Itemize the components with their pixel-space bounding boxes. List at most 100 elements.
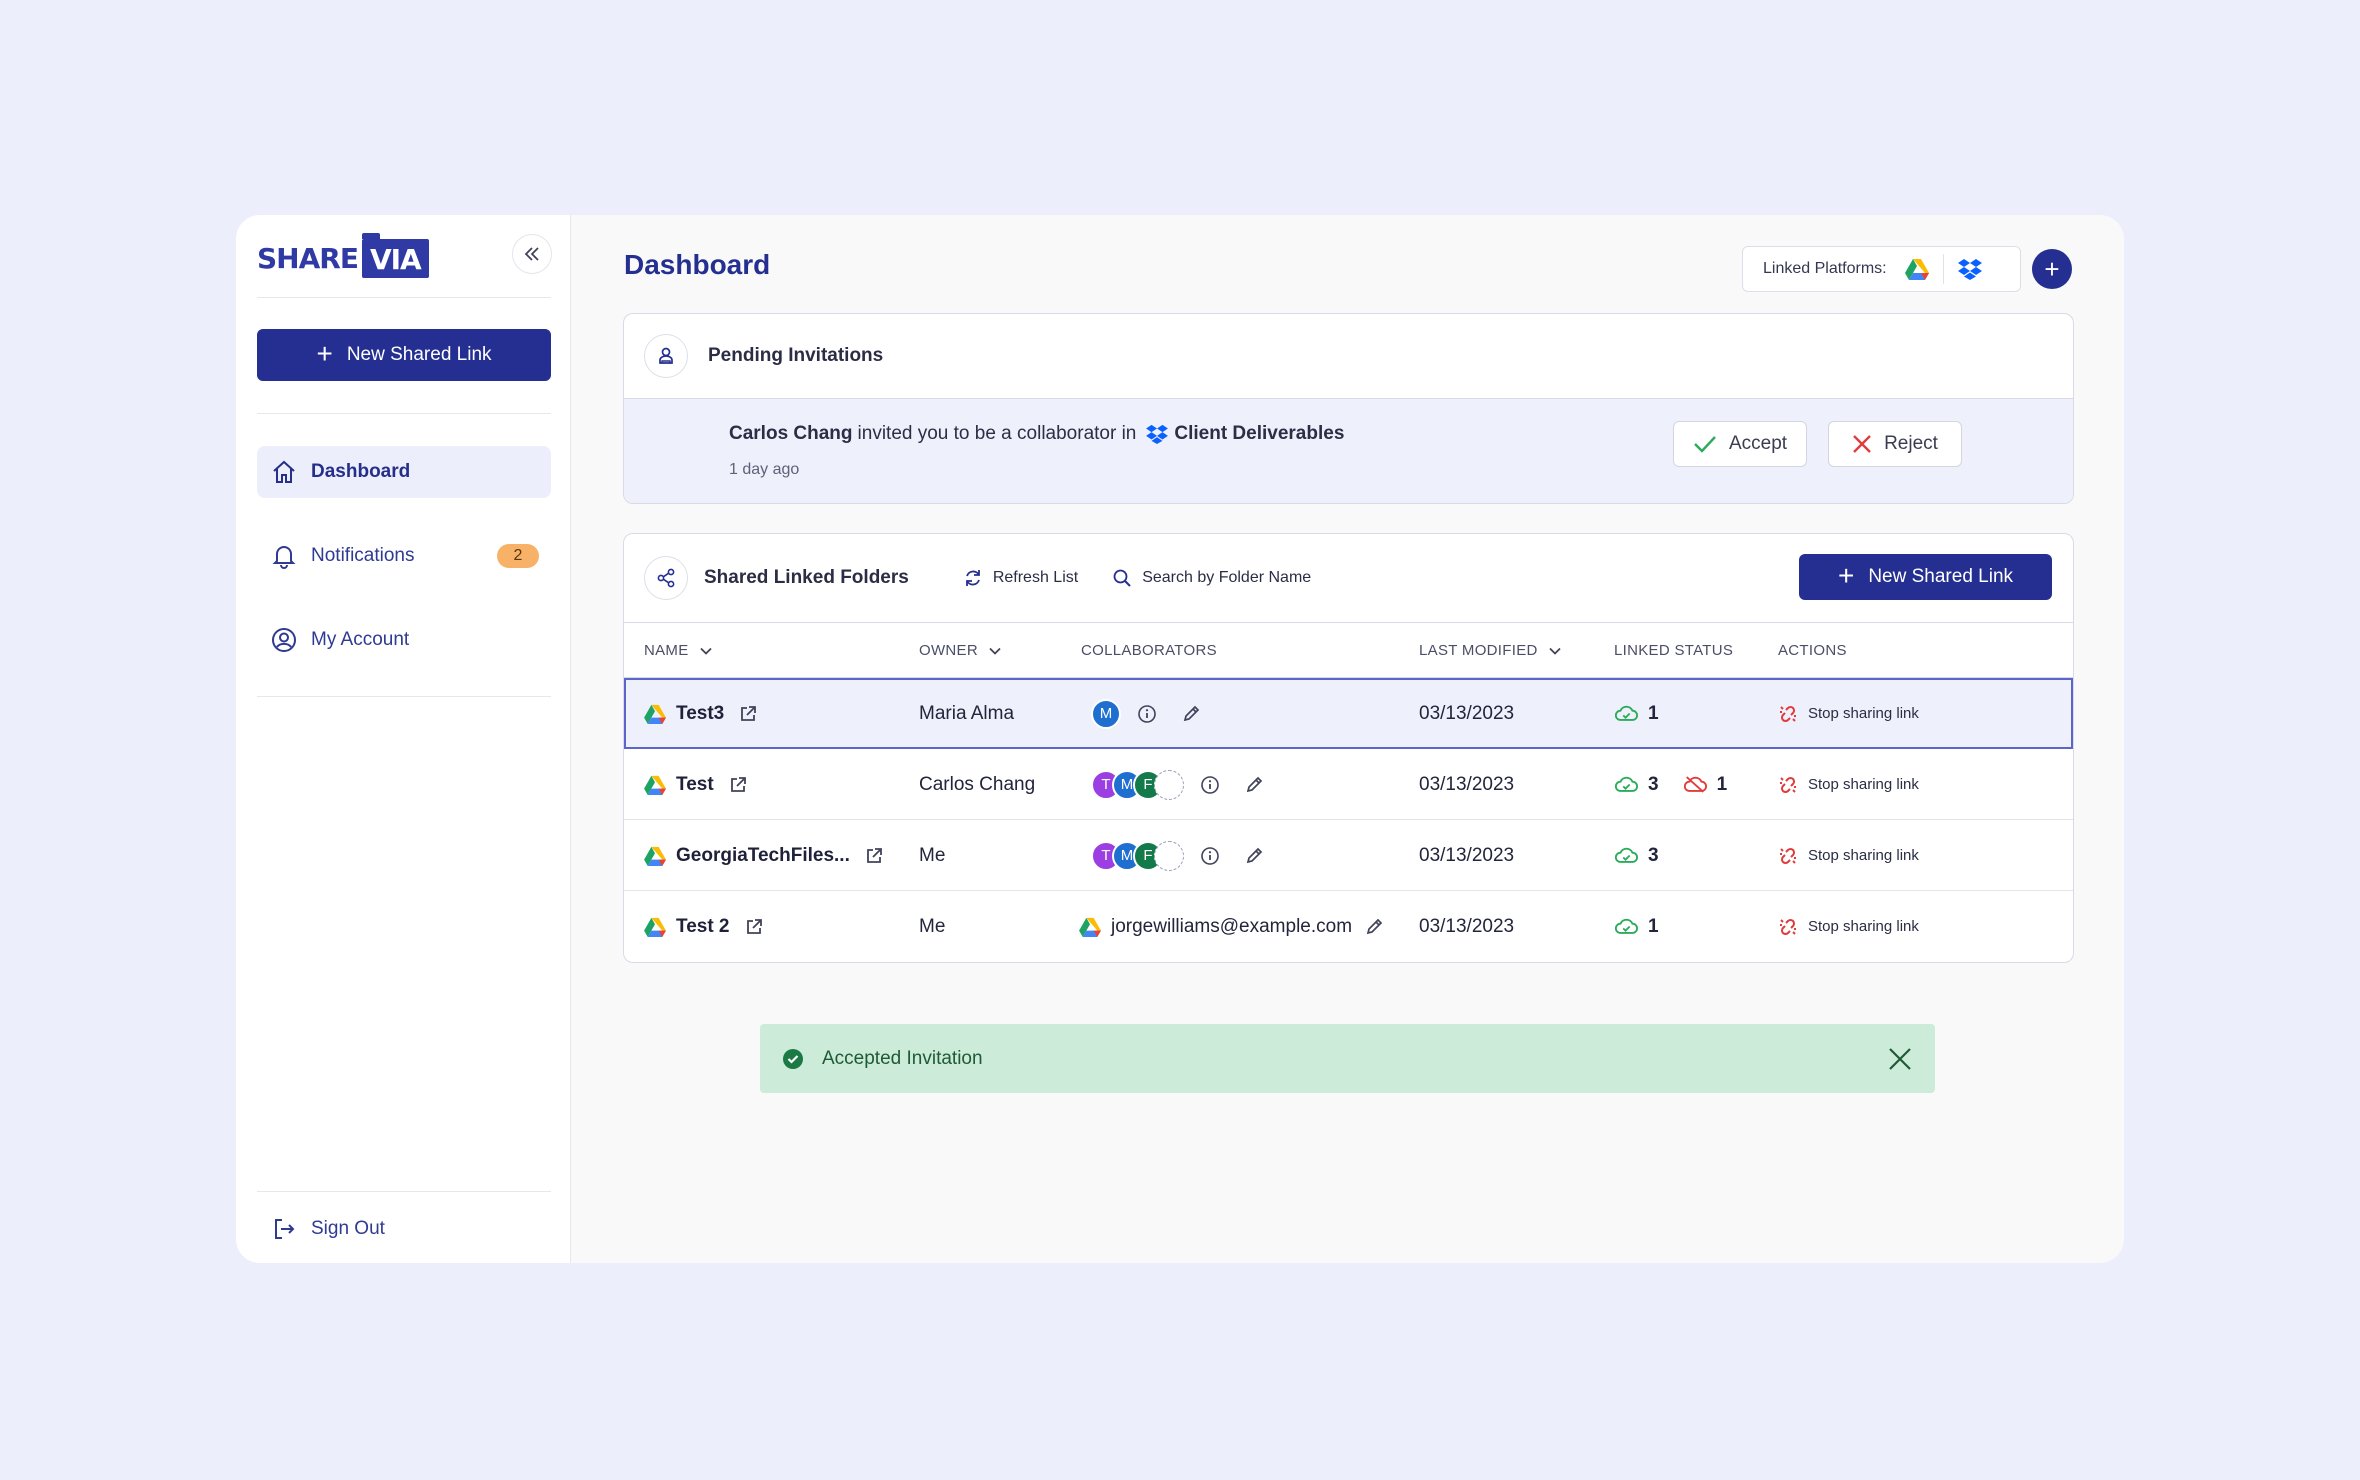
avatar: M: [1091, 698, 1121, 729]
chevron-down-icon: [1548, 644, 1562, 658]
column-label: NAME: [644, 642, 689, 659]
collaborators-cell: jorgewilliams@example.com: [1079, 891, 1384, 962]
column-header-name[interactable]: NAME: [644, 642, 713, 659]
separator: [1942, 254, 1944, 284]
stop-sharing-link[interactable]: Stop sharing link: [1778, 891, 1919, 962]
share-icon: [644, 556, 688, 600]
pencil-icon[interactable]: [1244, 846, 1264, 866]
linked-status-cell: 3 1: [1614, 749, 1727, 820]
google-drive-icon: [644, 846, 666, 866]
plus-icon: +: [316, 337, 333, 369]
cloud-check-icon: [1614, 776, 1638, 793]
linked-status-cell: 3: [1614, 820, 1659, 891]
linked-count: 1: [1648, 915, 1659, 937]
pencil-icon[interactable]: [1244, 775, 1264, 795]
new-shared-link-label: New Shared Link: [346, 344, 492, 365]
table-row[interactable]: Test Carlos Chang T M F 03/13/2023 3 1: [624, 749, 2073, 820]
refresh-list-button[interactable]: Refresh List: [963, 568, 1078, 588]
more-avatars-placeholder: [1154, 769, 1184, 800]
search-folder-input[interactable]: Search by Folder Name: [1112, 568, 1311, 588]
page-title: Dashboard: [624, 249, 771, 280]
linked-count: 3: [1648, 844, 1659, 866]
bell-icon: [272, 546, 296, 569]
card-header: Shared Linked Folders Refresh List Searc…: [624, 534, 2073, 622]
accept-button[interactable]: Accept: [1673, 421, 1807, 467]
unlink-icon: [1778, 917, 1798, 937]
cloud-off-icon: [1683, 776, 1707, 793]
app-window: SHARE VIA + New Shared Link Dashboard No…: [236, 215, 2124, 1263]
owner-cell: Carlos Chang: [919, 773, 1036, 795]
modified-cell: 03/13/2023: [1419, 773, 1515, 795]
linked-count: 1: [1648, 702, 1659, 724]
column-header-actions: ACTIONS: [1778, 642, 1847, 659]
invitation-time: 1 day ago: [729, 461, 800, 478]
external-link-icon[interactable]: [738, 704, 758, 724]
sidebar-item-notifications[interactable]: Notifications 2: [257, 530, 551, 582]
logo[interactable]: SHARE VIA: [257, 232, 429, 280]
external-link-icon[interactable]: [864, 846, 884, 866]
divider: [257, 696, 551, 697]
unlink-icon: [1778, 846, 1798, 866]
sidebar-item-label: Dashboard: [311, 461, 411, 482]
search-placeholder: Search by Folder Name: [1142, 569, 1312, 586]
pencil-icon[interactable]: [1364, 917, 1384, 937]
linked-count: 3: [1648, 773, 1659, 795]
linked-platforms-label: Linked Platforms:: [1763, 260, 1887, 277]
modified-cell: 03/13/2023: [1419, 844, 1515, 866]
table-row[interactable]: GeorgiaTechFiles... Me T M F 03/13/2023 …: [624, 820, 2073, 891]
toast-close-button[interactable]: [1885, 1044, 1915, 1074]
pencil-icon[interactable]: [1181, 704, 1201, 724]
info-icon[interactable]: [1137, 704, 1157, 724]
column-label: COLLABORATORS: [1081, 642, 1217, 659]
new-shared-link-button[interactable]: + New Shared Link: [257, 329, 551, 381]
stop-sharing-link[interactable]: Stop sharing link: [1778, 820, 1919, 891]
plus-icon: +: [1837, 559, 1855, 591]
new-shared-link-button[interactable]: + New Shared Link: [1799, 554, 2052, 600]
close-icon: [1889, 1048, 1911, 1070]
sign-out-button[interactable]: Sign Out: [257, 1203, 551, 1255]
notification-count-badge: 2: [497, 544, 539, 568]
column-header-last-modified[interactable]: LAST MODIFIED: [1419, 642, 1562, 659]
divider: [257, 413, 551, 414]
sidebar-item-my-account[interactable]: My Account: [257, 614, 551, 666]
column-header-owner[interactable]: OWNER: [919, 642, 1002, 659]
column-label: OWNER: [919, 642, 978, 659]
info-icon[interactable]: [1200, 846, 1220, 866]
stop-sharing-link[interactable]: Stop sharing link: [1778, 678, 1919, 749]
modified-cell: 03/13/2023: [1419, 915, 1515, 937]
info-icon[interactable]: [1200, 775, 1220, 795]
google-drive-icon[interactable]: [1905, 258, 1929, 280]
external-link-icon[interactable]: [744, 917, 764, 937]
invitations-icon: [644, 334, 688, 378]
collapse-sidebar-button[interactable]: [512, 234, 552, 274]
collaborators-cell: M: [1091, 678, 1201, 749]
folder-name: Test 2: [676, 915, 730, 937]
sidebar-item-dashboard[interactable]: Dashboard: [257, 446, 551, 498]
name-cell: Test3: [644, 678, 758, 749]
reject-label: Reject: [1884, 433, 1938, 454]
add-platform-button[interactable]: +: [2032, 249, 2072, 289]
divider: [257, 297, 551, 298]
close-icon: [1853, 435, 1871, 453]
collaborators-cell: T M F: [1091, 749, 1264, 820]
invitation-message: Carlos Chang invited you to be a collabo…: [729, 423, 1344, 445]
card-header: Pending Invitations: [624, 314, 2073, 398]
cloud-check-icon: [1614, 705, 1638, 722]
modified-cell: 03/13/2023: [1419, 702, 1515, 724]
action-label: Stop sharing link: [1808, 776, 1919, 793]
stop-sharing-link[interactable]: Stop sharing link: [1778, 749, 1919, 820]
linked-status-cell: 1: [1614, 678, 1659, 749]
external-link-icon[interactable]: [728, 775, 748, 795]
google-drive-icon: [644, 704, 666, 724]
column-label: LINKED STATUS: [1614, 642, 1734, 659]
divider: [257, 1191, 551, 1192]
table-row[interactable]: Test3 Maria Alma M 03/13/2023 1 Stop sha…: [624, 678, 2073, 749]
reject-button[interactable]: Reject: [1828, 421, 1962, 467]
chevron-down-icon: [699, 644, 713, 658]
check-circle-icon: [783, 1048, 803, 1069]
table-row[interactable]: Test 2 Me jorgewilliams@example.com 03/1…: [624, 891, 2073, 962]
owner-cell: Me: [919, 915, 946, 937]
column-label: LAST MODIFIED: [1419, 642, 1538, 659]
dropbox-icon[interactable]: [1958, 258, 1982, 280]
card-title: Pending Invitations: [708, 345, 884, 366]
